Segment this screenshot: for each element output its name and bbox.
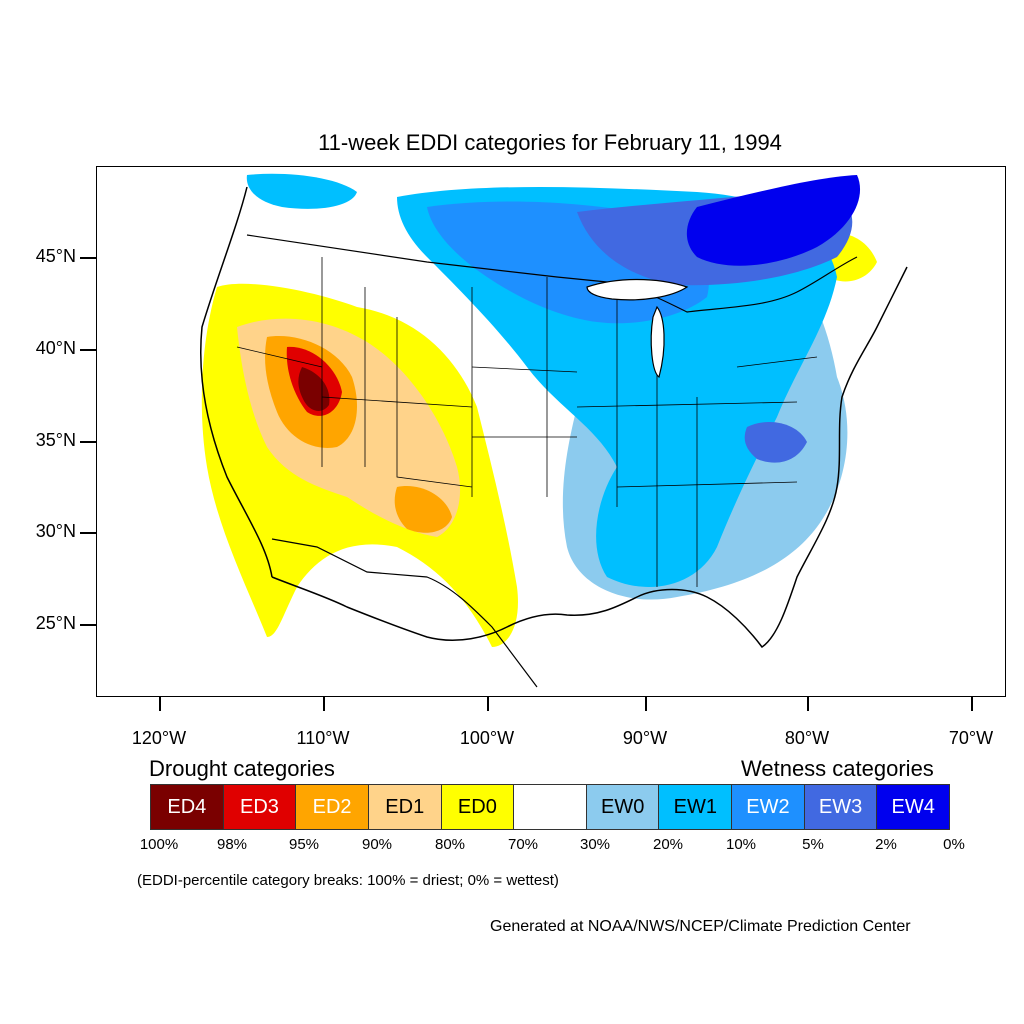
wetness-categories-title: Wetness categories [741, 756, 934, 781]
legend-label: ED2 [312, 795, 352, 818]
legend-label: ED4 [167, 795, 207, 818]
percent-break: 90% [361, 836, 393, 853]
legend-label: EW1 [673, 795, 717, 818]
legend-label: EW0 [600, 795, 645, 818]
ed2-nm-region [394, 486, 452, 533]
lon-tick [323, 697, 325, 711]
percent-break: 80% [434, 836, 466, 853]
legend-box-ed0: ED0 [441, 785, 515, 829]
percent-break: 70% [507, 836, 539, 853]
legend-label: EW2 [746, 795, 790, 818]
percent-break: 10% [725, 836, 757, 853]
lat-label-35: 35°N [35, 430, 76, 450]
lat-tick [80, 349, 96, 351]
legend-box-neutral [514, 785, 587, 829]
lon-label-80: 80°W [784, 728, 830, 748]
lat-tick [80, 624, 96, 626]
legend-box-ew4: EW4 [877, 785, 950, 829]
legend-box-ed4: ED4 [151, 785, 224, 829]
eddi-map [96, 166, 1006, 697]
percent-break: 30% [579, 836, 611, 853]
legend-color-bar: ED4 ED3 ED2 ED1 ED0 EW0 EW1 EW2 EW3 EW4 [150, 784, 950, 830]
lon-label-90: 90°W [622, 728, 668, 748]
legend-box-ed1: ED1 [368, 785, 442, 829]
lat-tick [80, 532, 96, 534]
eddi-map-svg [199, 173, 908, 688]
percent-break: 2% [875, 836, 897, 853]
percent-break: 100% [139, 836, 179, 853]
legend-box-ew3: EW3 [804, 785, 878, 829]
mexico-border [271, 538, 538, 688]
legend-box-ed2: ED2 [296, 785, 369, 829]
legend-label: ED3 [240, 795, 279, 818]
legend-box-ew1: EW1 [659, 785, 733, 829]
legend-box-ew2: EW2 [732, 785, 805, 829]
percent-break: 20% [652, 836, 684, 853]
lat-label-30: 30°N [35, 521, 76, 541]
legend-box-ew0: EW0 [586, 785, 660, 829]
ew4-region [686, 175, 861, 266]
percent-break: 95% [288, 836, 320, 853]
state-lines [236, 257, 818, 587]
legend-box-ed3: ED3 [223, 785, 297, 829]
legend-label: EW4 [891, 795, 935, 818]
lon-tick [971, 697, 973, 711]
lon-label-110: 110°W [296, 728, 350, 748]
ew1-nw-region [246, 173, 357, 209]
lat-tick [80, 441, 96, 443]
lon-tick [487, 697, 489, 711]
lon-label-70: 70°W [948, 728, 994, 748]
percent-break: 5% [802, 836, 824, 853]
percent-break: 0% [943, 836, 965, 853]
legend-label: ED0 [457, 795, 497, 818]
lon-tick [159, 697, 161, 711]
lon-label-100: 100°W [459, 728, 515, 748]
ew3-virginia-region [744, 422, 807, 463]
coastline [199, 186, 908, 649]
lon-tick [645, 697, 647, 711]
lat-label-25: 25°N [35, 613, 76, 633]
lat-label-40: 40°N [35, 338, 76, 358]
percent-break: 98% [216, 836, 248, 853]
credit-text: Generated at NOAA/NWS/NCEP/Climate Predi… [490, 918, 911, 935]
legend-label: ED1 [385, 795, 425, 818]
lat-tick [80, 257, 96, 259]
drought-categories-title: Drought categories [149, 756, 335, 781]
category-breaks-note: (EDDI-percentile category breaks: 100% =… [137, 872, 559, 889]
great-lakes [586, 278, 689, 301]
lake-michigan [650, 305, 665, 378]
lon-tick [807, 697, 809, 711]
lon-label-120: 120°W [131, 728, 187, 748]
lat-label-45: 45°N [35, 246, 76, 266]
map-title: 11-week EDDI categories for February 11,… [318, 130, 782, 155]
legend-label: EW3 [818, 795, 863, 818]
